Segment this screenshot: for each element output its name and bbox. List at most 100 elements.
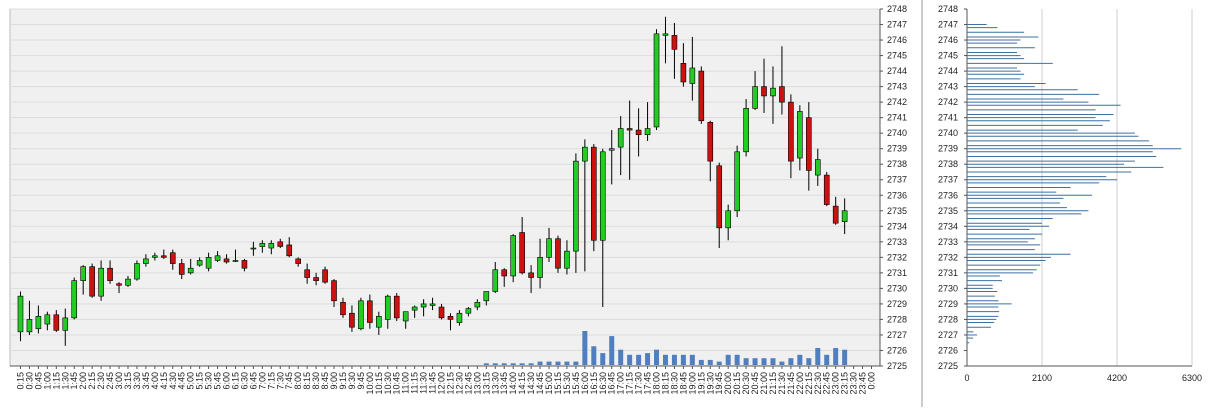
x-tick-label: 10:15	[374, 372, 384, 395]
candle-up	[71, 280, 78, 319]
x-tick-label: 16:45	[607, 372, 617, 395]
y-tick-label: 2743	[887, 82, 907, 92]
candle-down	[519, 232, 525, 274]
x-tick-label: 8:15	[302, 372, 312, 390]
profile-y-tick-label: 2737	[938, 175, 958, 185]
candle-down	[438, 306, 445, 319]
candle-up	[232, 260, 239, 262]
volume-bar	[734, 354, 740, 365]
x-tick-label: 19:00	[687, 372, 697, 395]
y-tick-label: 2737	[887, 175, 907, 185]
x-tick-label: 5:00	[186, 372, 196, 390]
x-tick-label: 19:45	[714, 372, 724, 395]
x-tick-label: 1:45	[69, 372, 79, 390]
volume-bar	[609, 336, 615, 365]
x-tick-label: 19:15	[696, 372, 706, 395]
profile-y-tick-label: 2725	[938, 361, 958, 371]
x-tick-label: 10:30	[383, 372, 393, 395]
x-tick-label: 3:45	[141, 372, 151, 390]
candle-down	[304, 269, 310, 278]
candle-up	[214, 255, 221, 261]
candlestick-panel: 2725 2726 2727 2728 2729 2730 2731 2732 2733 2734…	[9, 4, 907, 395]
candle-down	[53, 314, 60, 331]
volume-bar	[645, 353, 651, 365]
volume-bar	[546, 361, 552, 365]
profile-y-tick-label: 2746	[938, 35, 958, 45]
x-tick-label: 15:30	[562, 372, 572, 395]
volume-bar	[501, 363, 507, 365]
volume-bar	[689, 354, 695, 365]
profile-y-tick-label: 2736	[938, 190, 958, 200]
volume-bar	[806, 358, 812, 365]
volume-bar	[698, 359, 704, 365]
y-tick-label: 2745	[887, 51, 907, 61]
profile-y-tick-label: 2740	[938, 128, 958, 138]
candle-up	[26, 319, 33, 333]
candle-down	[716, 165, 723, 229]
profile-y-tick-label: 2731	[938, 268, 958, 278]
candle-up	[44, 314, 51, 325]
x-tick-label: 20:15	[732, 372, 742, 395]
volume-bar	[788, 358, 794, 365]
x-tick-label: 2:15	[87, 372, 97, 390]
candle-down	[698, 70, 705, 122]
x-tick-label: 5:15	[195, 372, 205, 390]
volume-bar	[582, 331, 588, 365]
x-tick-label: 9:30	[347, 372, 357, 390]
volume-bar	[519, 363, 525, 365]
x-tick-label: 13:15	[481, 372, 491, 395]
plot-area	[9, 8, 881, 367]
x-tick-label: 16:15	[589, 372, 599, 395]
x-tick-label: 21:00	[759, 372, 769, 395]
x-tick-label: 14:00	[508, 372, 518, 395]
x-tick-label: 5:30	[204, 372, 214, 390]
candle-up	[689, 67, 696, 84]
x-tick-label: 14:45	[535, 372, 545, 395]
profile-y-tick-label: 2745	[938, 51, 958, 61]
profile-x-tick-label: 4200	[1107, 373, 1127, 383]
volume-bar	[743, 358, 749, 365]
profile-y-tick-label: 2747	[938, 20, 958, 30]
x-tick-label: 11:15	[410, 372, 420, 394]
x-tick-label: 17:45	[643, 372, 653, 395]
x-tick-label: 10:45	[392, 372, 402, 395]
candle-up	[752, 86, 758, 109]
y-tick-label: 2747	[887, 20, 907, 30]
x-tick-label: 0:15	[15, 372, 25, 390]
x-tick-label: 15:00	[544, 372, 554, 395]
x-tick-label: 20:45	[750, 372, 760, 395]
x-tick-label: 21:30	[777, 372, 787, 395]
y-tick-label: 2739	[887, 144, 907, 154]
candle-down	[823, 174, 830, 205]
y-tick-label: 2727	[887, 330, 907, 340]
candle-up	[402, 311, 409, 322]
candle-up	[17, 295, 24, 333]
candle-down	[322, 269, 328, 283]
candle-down	[528, 272, 534, 278]
volume-bar	[627, 354, 633, 365]
volume-bar	[842, 349, 848, 365]
candle-down	[340, 302, 346, 316]
profile-x-tick-label: 6300	[1182, 373, 1202, 383]
x-tick-label: 22:15	[804, 372, 814, 395]
volume-bar	[770, 358, 776, 365]
profile-y-tick-label: 2748	[938, 4, 958, 14]
candle-up	[196, 260, 203, 266]
x-tick-label: 15:15	[553, 372, 563, 395]
profile-y-tick-label: 2730	[938, 283, 958, 293]
candle-down	[178, 263, 185, 275]
volume-bar	[618, 349, 624, 365]
candle-down	[671, 35, 678, 50]
x-tick-label: 17:30	[634, 372, 644, 395]
y-tick-label: 2738	[887, 159, 907, 169]
profile-y-tick-label: 2741	[938, 113, 958, 123]
x-tick-label: 7:30	[275, 372, 285, 390]
candle-up	[510, 235, 516, 277]
volume-profile-panel: 0 2100 4200 6300 2725 2726 2727 2728 2729 2730 273…	[921, 0, 1202, 407]
x-tick-label: 1:15	[51, 372, 61, 390]
x-tick-label: 22:45	[822, 372, 832, 395]
candle-down	[349, 312, 355, 328]
x-tick-label: 20:30	[741, 372, 751, 395]
y-tick-label: 2735	[887, 206, 907, 216]
